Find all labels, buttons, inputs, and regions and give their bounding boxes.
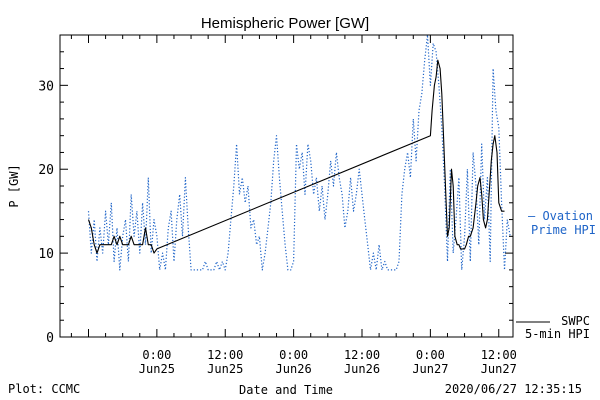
series-layer [87, 34, 511, 271]
x-tick-label-date: Jun26 [276, 362, 312, 376]
x-tick-label-date: Jun25 [139, 362, 175, 376]
plot-timestamp: 2020/06/27 12:35:15 [444, 382, 582, 396]
chart-title: Hemispheric Power [GW] [201, 15, 369, 32]
x-axis-label: Date and Time [239, 383, 333, 397]
x-tick-label-date: Jun27 [481, 362, 517, 376]
y-tick-label: 10 [38, 247, 54, 262]
x-tick-label-date: Jun25 [207, 362, 243, 376]
y-axis: 0 10 20 30 [38, 34, 513, 346]
x-tick-label-time: 12:00 [344, 348, 380, 362]
x-tick-label-time: 0:00 [416, 348, 445, 362]
y-tick-label: 0 [46, 331, 54, 346]
legend-swpc-line1: SWPC [561, 314, 590, 328]
plot-credit: Plot: CCMC [8, 382, 81, 396]
x-tick-label-date: Jun26 [344, 362, 380, 376]
x-tick-label-time: 0:00 [279, 348, 308, 362]
x-tick-label-date: Jun27 [412, 362, 448, 376]
y-tick-label: 30 [38, 79, 54, 94]
y-axis-label: P [GW] [7, 164, 21, 207]
x-tick-label-time: 12:00 [207, 348, 243, 362]
y-tick-label: 20 [38, 163, 54, 178]
legend-ovation-line2: Prime HPI [531, 223, 596, 237]
x-tick-label-time: 12:00 [481, 348, 517, 362]
swpc-series-line [87, 59, 505, 254]
legend-swpc-line2: 5-min HPI [525, 327, 590, 341]
ovation-prime-series-line [87, 34, 511, 271]
x-axis: 0:00Jun2512:00Jun250:00Jun2612:00Jun260:… [70, 35, 517, 376]
legend-ovation-line1: — Ovation [528, 209, 593, 223]
x-tick-label-time: 0:00 [142, 348, 171, 362]
